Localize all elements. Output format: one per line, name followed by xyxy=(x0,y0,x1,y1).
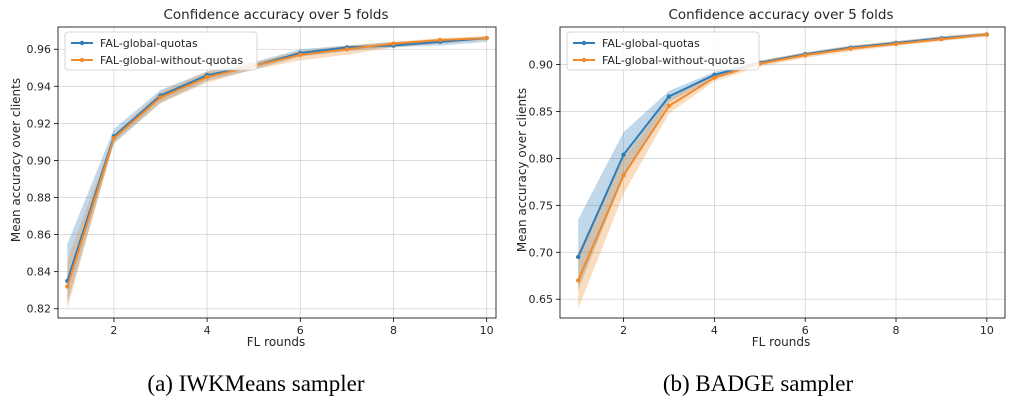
data-point xyxy=(575,254,581,260)
x-tick-label: 10 xyxy=(980,324,994,337)
y-tick-label: 0.88 xyxy=(27,192,52,205)
figure-caption: (b) BADGE sampler xyxy=(663,371,854,396)
plot-series xyxy=(65,35,489,309)
data-point xyxy=(848,46,853,51)
y-tick-label: 0.94 xyxy=(27,80,52,93)
x-tick-label: 8 xyxy=(893,324,900,337)
y-tick-label: 0.70 xyxy=(529,246,554,259)
data-point xyxy=(204,74,210,80)
confidence-band xyxy=(578,32,987,309)
data-point xyxy=(939,37,944,42)
plot-series xyxy=(575,32,990,309)
legend-marker xyxy=(79,40,85,46)
legend: FAL-global-quotas FAL-global-without-quot… xyxy=(64,31,258,71)
legend-label: FAL-global-quotas xyxy=(100,37,198,50)
chart-title: Confidence accuracy over 5 folds xyxy=(163,7,388,23)
x-tick-label: 4 xyxy=(711,324,718,337)
data-point xyxy=(344,47,350,52)
legend-marker xyxy=(581,57,587,63)
chart-panel-b: Confidence accuracy over 5 folds FL roun… xyxy=(515,7,1006,396)
data-point xyxy=(666,103,672,109)
legend-box xyxy=(64,31,258,71)
y-tick-label: 0.92 xyxy=(27,117,52,130)
data-point xyxy=(803,52,808,58)
confidence-band xyxy=(67,36,487,304)
data-point xyxy=(575,278,581,283)
y-tick-label: 0.65 xyxy=(529,293,554,306)
x-tick-label: 6 xyxy=(802,324,809,337)
series-line xyxy=(577,33,987,281)
legend-marker xyxy=(79,57,85,63)
legend-marker xyxy=(581,40,587,46)
plot-frame xyxy=(559,26,1006,319)
data-point xyxy=(65,284,70,289)
x-tick-label: 10 xyxy=(480,324,494,337)
y-axis-label: Mean accuracy over clients xyxy=(515,88,529,252)
legend: FAL-global-quotas FAL-global-without-quot… xyxy=(566,31,760,71)
y-tick-label: 0.82 xyxy=(27,303,52,316)
data-point xyxy=(391,41,396,46)
data-point xyxy=(484,35,489,41)
figure-caption: (a) IWKMeans sampler xyxy=(147,371,364,396)
data-point xyxy=(158,95,163,100)
y-tick-label: 0.85 xyxy=(529,105,554,118)
y-axis-label: Mean accuracy over clients xyxy=(9,78,23,242)
data-point xyxy=(437,37,443,43)
data-point xyxy=(621,173,626,178)
y-tick-label: 0.84 xyxy=(27,266,52,279)
x-tick-label: 6 xyxy=(297,324,304,337)
legend-label: FAL-global-quotas xyxy=(602,37,700,50)
legend-label: FAL-global-without-quotas xyxy=(100,54,243,67)
y-tick-label: 0.90 xyxy=(27,154,52,167)
data-point xyxy=(984,32,990,37)
legend-box xyxy=(566,31,760,71)
confidence-band xyxy=(67,36,487,309)
y-tick-label: 0.80 xyxy=(529,152,554,165)
x-axis-label: FL rounds xyxy=(247,335,306,349)
y-tick-label: 0.90 xyxy=(529,59,554,72)
y-tick-label: 0.96 xyxy=(27,43,52,56)
y-tick-label: 0.86 xyxy=(27,229,52,242)
series-line xyxy=(66,37,487,282)
data-point xyxy=(621,152,626,157)
data-point xyxy=(111,136,117,141)
grid xyxy=(58,27,496,318)
x-tick-label: 2 xyxy=(110,324,117,337)
chart-panel-a: Confidence accuracy over 5 folds FL roun… xyxy=(9,7,497,396)
chart-title: Confidence accuracy over 5 folds xyxy=(668,7,893,23)
x-axis-label: FL rounds xyxy=(752,335,811,349)
data-point xyxy=(712,75,717,80)
data-point xyxy=(666,94,672,99)
data-point xyxy=(298,52,303,58)
x-tick-label: 2 xyxy=(620,324,627,337)
legend-label: FAL-global-without-quotas xyxy=(602,54,745,67)
y-tick-label: 0.75 xyxy=(529,199,554,212)
plot-frame xyxy=(57,26,497,319)
series-line xyxy=(66,37,487,287)
x-tick-label: 8 xyxy=(390,324,397,337)
data-point xyxy=(893,41,899,47)
x-tick-label: 4 xyxy=(204,324,211,337)
